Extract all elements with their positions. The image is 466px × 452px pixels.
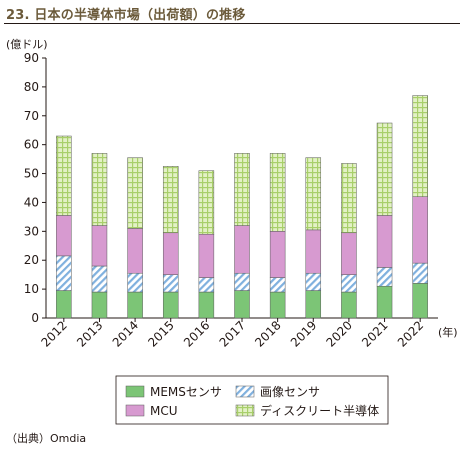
x-tick-label: 2014 — [110, 318, 141, 349]
y-tick-label: 10 — [24, 282, 39, 296]
bar-segment-2 — [198, 233, 215, 278]
bar-segment-2 — [91, 225, 108, 267]
legend-swatch-3 — [235, 404, 255, 417]
bar-segment-0 — [162, 291, 179, 319]
bar-segment-1 — [91, 265, 108, 293]
y-tick-label: 30 — [24, 224, 39, 238]
legend-label-1: 画像センサ — [260, 385, 320, 399]
bar-segment-3 — [234, 153, 250, 226]
bar-segment-2 — [341, 232, 357, 275]
bar-segment-2 — [412, 196, 428, 264]
legend-swatch-0 — [125, 385, 145, 398]
bar-segment-0 — [91, 291, 108, 319]
legend-label-2: MCU — [150, 404, 178, 418]
x-tick-label: 2018 — [252, 318, 283, 349]
bar-segment-3 — [56, 135, 72, 216]
bar-segment-0 — [127, 291, 143, 319]
x-tick-label: 2016 — [181, 318, 212, 349]
bar-segment-0 — [412, 283, 428, 319]
bar-segment-1 — [56, 255, 72, 291]
bar-segment-0 — [376, 285, 393, 319]
bar-segment-2 — [234, 225, 250, 274]
x-tick-label: 2021 — [359, 318, 390, 349]
bar-segment-3 — [162, 166, 179, 234]
bar-segment-0 — [269, 291, 286, 319]
bar-segment-0 — [305, 290, 322, 319]
y-tick-label: 50 — [24, 167, 39, 181]
y-axis-label: (億ドル) — [6, 38, 48, 51]
bar-segment-3 — [305, 157, 322, 231]
bar-segment-3 — [341, 163, 357, 234]
x-tick-label: 2015 — [145, 318, 176, 349]
bar-segment-3 — [198, 170, 215, 235]
legend-swatch-2 — [125, 404, 145, 417]
bar-segment-0 — [56, 290, 72, 319]
y-tick-label: 20 — [24, 253, 39, 267]
bar-segment-0 — [198, 291, 215, 319]
bar-segment-3 — [91, 153, 108, 226]
bar-segment-3 — [376, 122, 393, 216]
y-tick-label: 0 — [31, 311, 39, 325]
legend-swatch-1 — [235, 385, 255, 398]
legend-label-3: ディスクリート半導体 — [260, 403, 379, 418]
bar-segment-0 — [234, 290, 250, 319]
bar-segment-3 — [412, 95, 428, 197]
y-tick-label: 70 — [24, 109, 39, 123]
bar-segment-2 — [162, 232, 179, 275]
bar-segment-2 — [127, 228, 143, 274]
bar-segment-1 — [376, 267, 393, 287]
bar-segment-2 — [269, 231, 286, 278]
bar-segment-1 — [162, 274, 179, 293]
chart-title: 23. 日本の半導体市場（出荷額）の推移 — [6, 8, 246, 23]
x-tick-label: 2017 — [217, 318, 248, 349]
legend: MEMSセンサ 画像センサ MCU ディスクリート半導体 — [115, 375, 389, 425]
x-tick-label: 2019 — [288, 318, 319, 349]
legend-label-0: MEMSセンサ — [150, 385, 222, 399]
bar-segment-1 — [234, 272, 250, 291]
bar-segment-3 — [127, 157, 143, 229]
bar-segment-1 — [127, 272, 143, 293]
bar-segment-1 — [269, 277, 286, 293]
bar-segment-1 — [305, 272, 322, 291]
y-tick-label: 90 — [24, 51, 39, 65]
bar-segment-1 — [412, 262, 428, 284]
bar-segment-1 — [198, 277, 215, 293]
bar-segment-0 — [341, 291, 357, 319]
title-rule — [4, 23, 460, 24]
bar-segment-2 — [305, 229, 322, 274]
source-note: （出典）Omdia — [6, 432, 87, 445]
x-tick-label: 2022 — [395, 318, 426, 349]
bar-segment-2 — [56, 215, 72, 257]
bar-segment-1 — [341, 274, 357, 293]
x-tick-label: 2013 — [74, 318, 105, 349]
bar-segment-2 — [376, 215, 393, 268]
bar-segment-3 — [269, 153, 286, 232]
x-axis-unit: (年) — [438, 325, 458, 339]
x-tick-label: 2012 — [38, 318, 69, 349]
y-tick-label: 80 — [24, 80, 39, 94]
x-tick-label: 2020 — [324, 318, 355, 349]
y-tick-label: 40 — [24, 195, 39, 209]
y-tick-label: 60 — [24, 138, 39, 152]
